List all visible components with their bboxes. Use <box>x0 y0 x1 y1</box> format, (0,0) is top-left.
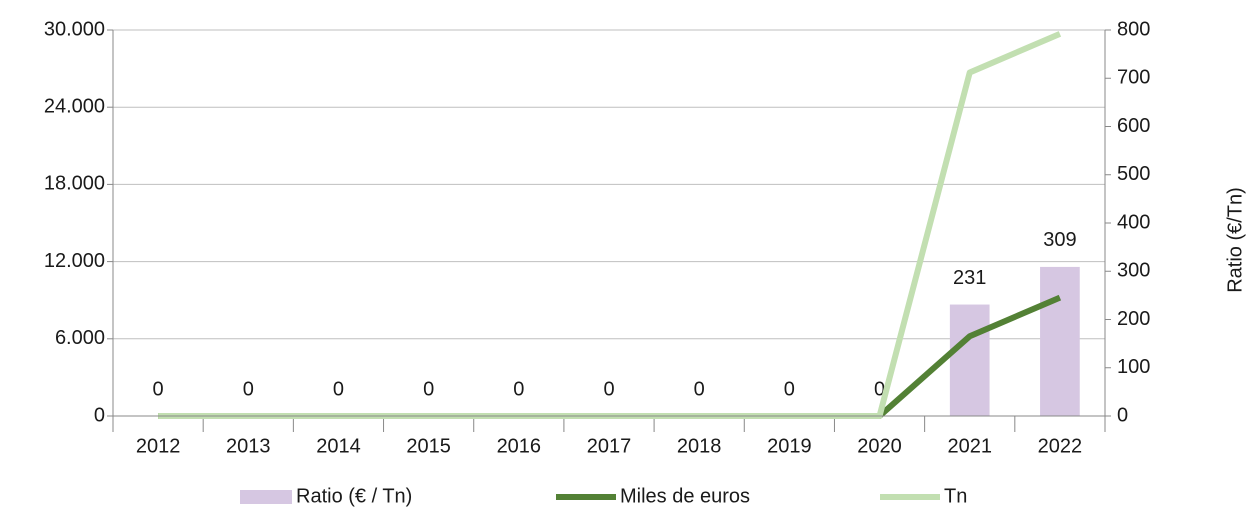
line <box>158 31 1062 419</box>
legend-label: Tn <box>944 485 967 507</box>
data-label: 231 <box>953 267 986 289</box>
bar <box>1040 266 1080 416</box>
x-tick-label: 2012 <box>136 435 181 457</box>
data-label: 0 <box>603 378 614 400</box>
y-tick-label: 24.000 <box>44 95 105 117</box>
y2-tick-label: 0 <box>1117 404 1128 426</box>
y-tick-label: 0 <box>94 404 105 426</box>
y2-tick-label: 400 <box>1117 211 1150 233</box>
x-tick-label: 2021 <box>947 435 992 457</box>
y-tick-label: 12.000 <box>44 250 105 272</box>
legend-label: Ratio (€ / Tn) <box>296 485 412 507</box>
data-label: 0 <box>784 378 795 400</box>
y2-tick-label: 500 <box>1117 163 1150 185</box>
data-label: 0 <box>874 378 885 400</box>
x-tick-label: 2017 <box>587 435 632 457</box>
y2-tick-label: 600 <box>1117 115 1150 137</box>
data-label: 0 <box>513 378 524 400</box>
x-tick-label: 2019 <box>767 435 812 457</box>
y2-tick-label: 200 <box>1117 308 1150 330</box>
data-label: 0 <box>243 378 254 400</box>
data-label: 0 <box>333 378 344 400</box>
x-tick-label: 2013 <box>226 435 271 457</box>
data-label: 0 <box>423 378 434 400</box>
x-tick-label: 2022 <box>1038 435 1083 457</box>
x-tick-label: 2014 <box>316 435 361 457</box>
y2-tick-label: 100 <box>1117 356 1150 378</box>
y-tick-label: 30.000 <box>44 18 105 40</box>
bar <box>949 304 990 416</box>
data-label: 0 <box>694 378 705 400</box>
data-label: 0 <box>153 378 164 400</box>
data-label: 309 <box>1043 229 1076 251</box>
x-tick-label: 2015 <box>406 435 451 457</box>
y2-tick-label: 800 <box>1117 18 1150 40</box>
y2-tick-label: 300 <box>1117 260 1150 282</box>
y2-tick-label: 700 <box>1117 67 1150 89</box>
y2-axis-label: Ratio (€/Tn) <box>1224 187 1246 293</box>
x-tick-label: 2016 <box>497 435 542 457</box>
y-tick-label: 6.000 <box>55 327 105 349</box>
y-tick-label: 18.000 <box>44 173 105 195</box>
x-tick-label: 2020 <box>857 435 902 457</box>
legend-swatch <box>240 490 292 504</box>
legend-label: Miles de euros <box>620 485 750 507</box>
x-tick-label: 2018 <box>677 435 722 457</box>
